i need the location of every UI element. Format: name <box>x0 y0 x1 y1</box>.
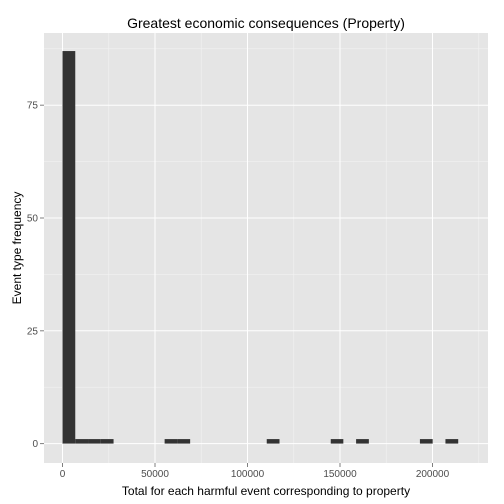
y-tick-label: 75 <box>27 101 39 112</box>
minor-gridlines <box>44 33 488 463</box>
histogram-bar <box>445 439 459 444</box>
plot-panel <box>44 33 488 463</box>
histogram-bar <box>266 439 280 444</box>
histogram-bar <box>356 439 369 444</box>
x-tick-label: 200000 <box>416 469 450 480</box>
histogram-bar <box>75 439 89 444</box>
y-tick-label: 25 <box>27 326 39 337</box>
x-tick-label: 0 <box>60 469 66 480</box>
x-tick-label: 50000 <box>141 469 169 480</box>
x-tick-label: 100000 <box>231 469 265 480</box>
y-axis-label: Event type frequency <box>10 192 24 305</box>
histogram-bars <box>62 51 459 444</box>
histogram-bar <box>177 439 191 444</box>
y-tick-label: 50 <box>27 213 39 224</box>
histogram-bar <box>164 439 178 444</box>
histogram-bar <box>419 439 433 444</box>
histogram-bar <box>88 439 101 444</box>
x-tick-label: 150000 <box>323 469 357 480</box>
x-axis-ticks: 0 50000 100000 150000 200000 <box>60 463 450 480</box>
histogram-bar <box>330 439 344 444</box>
chart-title: Greatest economic consequences (Property… <box>127 15 405 31</box>
y-axis-ticks: 0 25 50 75 <box>27 101 44 450</box>
histogram-bar <box>62 51 76 444</box>
x-axis-label: Total for each harmful event correspondi… <box>122 484 410 498</box>
histogram-bar <box>100 439 114 444</box>
y-tick-label: 0 <box>32 439 38 450</box>
